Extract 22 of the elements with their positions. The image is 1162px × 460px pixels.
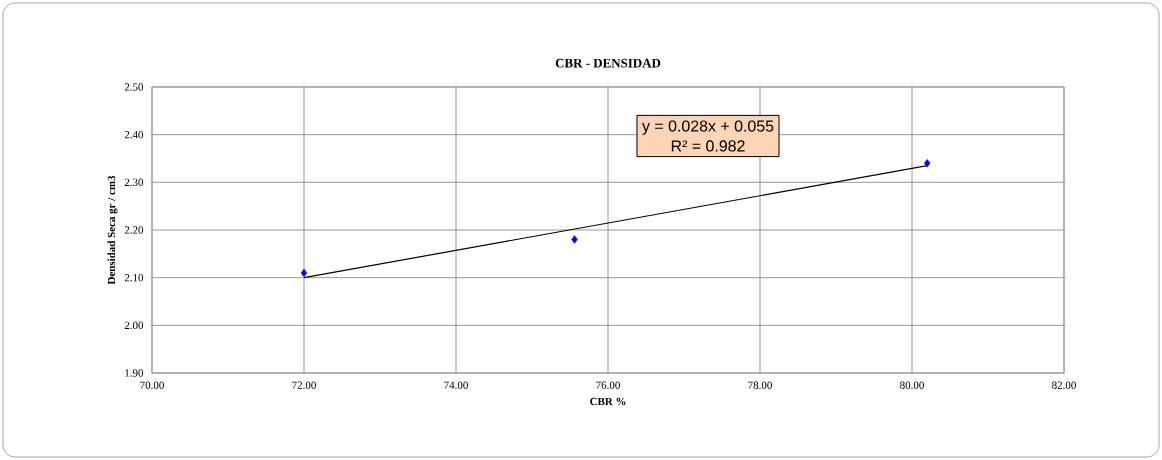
chart-title: CBR - DENSIDAD [555,58,661,68]
point [924,159,931,168]
annotation: y = 0.028x + 0.055 [642,120,774,135]
x-tick-label: 74.00 [444,381,468,389]
x-tick-label: 72.00 [292,381,316,389]
y-tick-label: 2.50 [124,83,144,91]
x-tick-label: 82.00 [1052,381,1076,389]
y-tick-label: 2.20 [124,226,144,234]
x-tick-label: 80.00 [900,381,924,389]
point [571,235,578,244]
y-tick-label: 2.30 [124,178,144,187]
y-tick-label: 2.40 [124,130,144,139]
y-tick-label: 1.90 [125,369,144,377]
y-tick-label: 2.10 [124,273,144,282]
x-axis-title: CBR % [590,397,626,406]
x-tick-label: 78.00 [748,381,772,389]
y-axis-title: Densidad Seca gr / cm3 [107,175,118,285]
annotation: R² = 0.982 [671,140,745,152]
point [300,268,308,278]
x-tick-label: 70.00 [140,381,164,389]
x-tick-label: 76.00 [596,381,620,389]
y-tick-label: 2.00 [124,321,144,330]
